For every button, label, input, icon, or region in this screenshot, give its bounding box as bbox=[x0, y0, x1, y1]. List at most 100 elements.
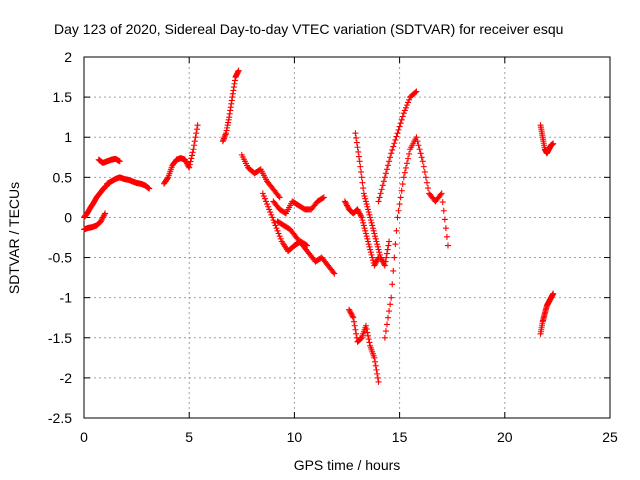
data-point bbox=[386, 238, 393, 245]
data-point bbox=[440, 207, 447, 214]
data-point bbox=[369, 254, 376, 261]
data-point bbox=[193, 130, 200, 137]
data-point bbox=[357, 211, 364, 218]
data-point bbox=[376, 251, 383, 258]
data-point bbox=[276, 194, 283, 201]
series bbox=[381, 134, 451, 341]
data-point bbox=[361, 225, 368, 232]
y-axis-label: SDTVAR / TECUs bbox=[6, 182, 22, 294]
data-point bbox=[372, 362, 379, 369]
data-point bbox=[375, 198, 382, 205]
y-tick-label: 1 bbox=[64, 129, 72, 145]
grid bbox=[83, 56, 611, 419]
data-point bbox=[421, 168, 428, 175]
data-point bbox=[374, 241, 381, 248]
data-point bbox=[341, 198, 348, 205]
data-point bbox=[388, 294, 395, 301]
data-point bbox=[381, 262, 388, 269]
chart-title: Day 123 of 2020, Sidereal Day-to-day VTE… bbox=[54, 21, 563, 37]
data-point bbox=[389, 146, 396, 153]
series bbox=[537, 122, 557, 157]
data-point bbox=[364, 203, 371, 210]
data-point bbox=[416, 146, 423, 153]
data-point bbox=[383, 254, 390, 261]
x-axis-tick-labels: 0 5 10 15 20 25 bbox=[80, 429, 618, 445]
data-point bbox=[355, 209, 362, 216]
data-point bbox=[360, 219, 367, 226]
data-point bbox=[419, 158, 426, 165]
data-point bbox=[425, 185, 432, 192]
x-axis-label: GPS time / hours bbox=[294, 457, 401, 473]
data-point bbox=[418, 154, 425, 161]
data-point bbox=[384, 246, 391, 253]
data-point bbox=[356, 158, 363, 165]
data-point bbox=[438, 190, 445, 197]
data-point bbox=[389, 281, 396, 288]
series bbox=[81, 182, 111, 221]
data-point bbox=[442, 225, 449, 232]
data-point bbox=[102, 210, 109, 217]
data-point bbox=[359, 217, 366, 224]
data-point bbox=[391, 140, 398, 147]
data-point bbox=[347, 309, 354, 316]
data-point bbox=[99, 214, 106, 221]
data-point bbox=[261, 195, 268, 202]
y-tick-label: 2 bbox=[64, 49, 72, 65]
y-tick-label: -2.5 bbox=[48, 410, 72, 426]
series bbox=[81, 210, 109, 233]
data-point bbox=[188, 155, 195, 162]
data-point bbox=[364, 329, 371, 336]
data-point bbox=[371, 230, 378, 237]
data-point bbox=[394, 130, 401, 137]
data-point bbox=[381, 334, 388, 341]
data-point bbox=[437, 191, 444, 198]
data-point bbox=[354, 144, 361, 151]
data-point bbox=[367, 246, 374, 253]
data-point bbox=[394, 214, 401, 221]
x-tick-label: 0 bbox=[80, 429, 88, 445]
data-point bbox=[355, 153, 362, 160]
data-point bbox=[186, 161, 193, 168]
data-point bbox=[376, 249, 383, 256]
data-point bbox=[183, 159, 190, 166]
data-point bbox=[184, 160, 191, 167]
data-point bbox=[362, 198, 369, 205]
data-point bbox=[346, 306, 353, 313]
data-point bbox=[371, 262, 378, 269]
data-point bbox=[101, 211, 108, 218]
data-point bbox=[363, 326, 370, 333]
series bbox=[238, 151, 283, 201]
data-point bbox=[348, 310, 355, 317]
data-point bbox=[374, 374, 381, 381]
data-point bbox=[358, 213, 365, 220]
data-point bbox=[415, 142, 422, 149]
data-point bbox=[320, 194, 327, 201]
data-point bbox=[355, 148, 362, 155]
data-point bbox=[386, 308, 393, 315]
data-point bbox=[379, 257, 386, 264]
data-point bbox=[422, 174, 429, 181]
y-tick-label: 0.5 bbox=[53, 169, 73, 185]
data-point bbox=[353, 134, 360, 141]
data-point bbox=[260, 193, 267, 200]
data-point bbox=[376, 194, 383, 201]
data-point bbox=[368, 219, 375, 226]
data-point bbox=[352, 326, 359, 333]
data-point bbox=[193, 126, 200, 133]
data-point bbox=[400, 110, 407, 117]
x-tick-label: 10 bbox=[287, 429, 303, 445]
data-point bbox=[350, 314, 357, 321]
data-point bbox=[392, 136, 399, 143]
data-point bbox=[402, 104, 409, 111]
data-point bbox=[319, 195, 326, 202]
data-point bbox=[401, 107, 408, 114]
data-point bbox=[354, 206, 361, 213]
data-point bbox=[353, 139, 360, 146]
x-tick-label: 20 bbox=[497, 429, 513, 445]
data-point bbox=[365, 332, 372, 339]
data-point bbox=[351, 322, 358, 329]
data-point bbox=[372, 235, 379, 242]
data-point bbox=[271, 219, 278, 226]
data-point bbox=[382, 258, 389, 265]
data-point bbox=[366, 339, 373, 346]
